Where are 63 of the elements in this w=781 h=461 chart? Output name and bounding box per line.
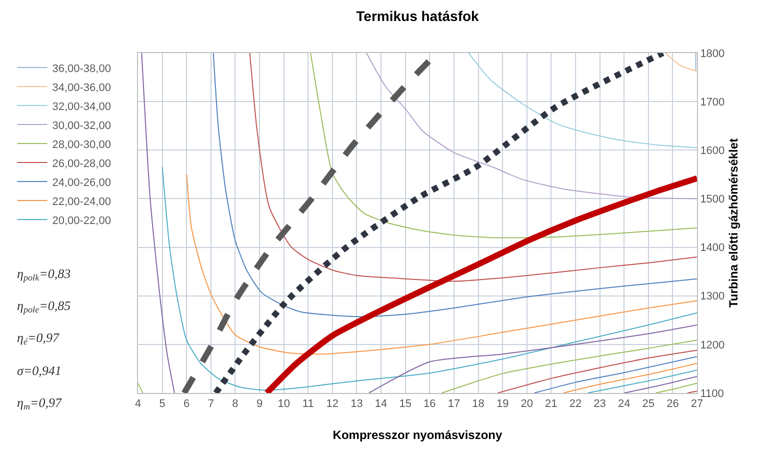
x-tick-label: 5 [159, 398, 166, 410]
x-tick-label: 20 [520, 398, 533, 410]
x-tick-label: 7 [208, 398, 214, 410]
text: σ=0,941 [17, 363, 62, 378]
x-tick-label: 9 [256, 398, 263, 410]
line-series [587, 370, 697, 393]
x-tick-label: 8 [232, 398, 238, 410]
x-tick-label: 14 [374, 398, 388, 410]
x-tick-label: 26 [666, 398, 679, 410]
legend-label: 22,00-24,00 [52, 196, 111, 208]
line-series [441, 340, 697, 393]
text: η$_{polk}$=0,83 [17, 266, 72, 283]
line-series [562, 362, 697, 393]
x-tick-label: 27 [690, 398, 704, 410]
x-tick-label: 25 [642, 398, 655, 410]
legend-label: 24,00-26,00 [52, 176, 111, 189]
y-tick-label: 1300 [700, 290, 725, 303]
x-tick-label: 23 [594, 398, 606, 410]
line-series [186, 174, 697, 355]
x-tick-label: 13 [350, 398, 363, 410]
x-tick-label: 10 [278, 398, 290, 410]
line-series [162, 166, 697, 391]
y-tick-label: 1600 [700, 144, 725, 157]
text: η$_{é}$=0,97 [17, 330, 60, 347]
x-tick-label: 16 [424, 398, 436, 410]
y-tick-label: 1200 [700, 339, 725, 352]
line-series [534, 356, 697, 393]
y-tick-label: 1700 [700, 96, 725, 108]
y-tick-label: 1800 [700, 48, 725, 60]
y-tick-label: 1100 [700, 388, 724, 400]
x-tick-label: 12 [326, 398, 339, 410]
text: η$_{m}$=0,97 [17, 395, 62, 412]
x-tick-label: 6 [184, 398, 190, 410]
legend-label: 26,00-28,00 [52, 158, 111, 170]
legend-label: 32,00-34,00 [52, 100, 111, 113]
x-tick-label: 18 [472, 398, 484, 410]
chart-title: Termikus hatásfok [356, 8, 480, 24]
x-tick-label: 24 [618, 398, 630, 410]
line-series [249, 53, 697, 282]
x-axis-title: Kompresszor nyomásviszony [332, 428, 503, 442]
x-tick-label: 11 [302, 398, 314, 410]
legend-label: 28,00-30,00 [52, 138, 111, 151]
text: η$_{pole}$=0,85 [17, 298, 72, 315]
line-series [368, 324, 697, 393]
legend-label: 36,00-38,00 [52, 62, 111, 75]
x-tick-label: 21 [545, 398, 558, 410]
line-series [366, 53, 697, 200]
line-series [212, 53, 697, 318]
line-series [468, 53, 697, 148]
y-axis-title: Turbina előtti gázhőmérséklet [726, 138, 741, 308]
legend-label: 20,00-22,00 [52, 214, 111, 227]
x-tick-label: 4 [134, 398, 142, 410]
x-tick-label: 19 [496, 398, 509, 410]
legend-label: 34,00-36,00 [52, 82, 111, 94]
line-series [310, 53, 697, 238]
x-tick-label: 15 [399, 398, 412, 410]
x-tick-label: 17 [448, 398, 460, 410]
legend-label: 30,00-32,00 [52, 120, 111, 132]
line-series [141, 53, 175, 393]
y-tick-label: 1500 [700, 194, 725, 206]
y-tick-label: 1400 [700, 242, 725, 254]
x-tick-label: 22 [569, 398, 582, 410]
line-series [497, 350, 697, 393]
